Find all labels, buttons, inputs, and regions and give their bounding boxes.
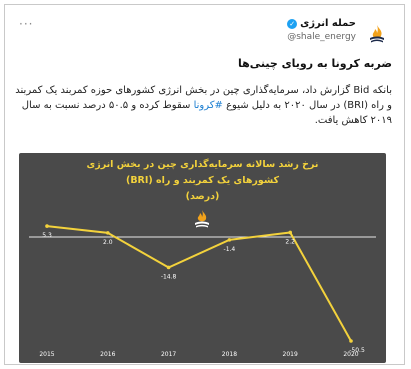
- more-options-icon[interactable]: ···: [19, 17, 34, 31]
- tweet-body-part-2: سقوط کرده و ۵۰.۵ درصد نسبت به سال ۲۰۱۹ ک…: [21, 100, 392, 126]
- data-point: [106, 231, 110, 235]
- tweet-card: ··· حمله انرژی ✓ @shale_energy ضربه کرون…: [4, 4, 405, 365]
- account-name-row[interactable]: حمله انرژی ✓: [287, 18, 356, 29]
- account-handle[interactable]: @shale_energy: [287, 32, 356, 42]
- account-name: حمله انرژی: [300, 18, 356, 29]
- chart-image[interactable]: نرخ رشد سالانه سرمایه‌گذاری چین در بخش ا…: [19, 153, 386, 363]
- avatar[interactable]: [364, 21, 390, 47]
- data-label: -14.8: [161, 273, 177, 280]
- data-label: 5.3: [42, 232, 52, 239]
- data-label: -50.5: [349, 347, 365, 354]
- x-tick-label: 2017: [161, 351, 176, 358]
- x-tick-label: 2016: [100, 351, 115, 358]
- tweet-headline: ضربه کرونا به رویای چینی‌ها: [237, 57, 392, 70]
- x-tick-label: 2020: [343, 351, 358, 358]
- hashtag-link[interactable]: #کرونا: [193, 100, 223, 111]
- chart-title-line-1: نرخ رشد سالانه سرمایه‌گذاری چین در بخش ا…: [86, 159, 319, 170]
- data-label: 2.0: [103, 239, 113, 246]
- chart-logo-icon: [195, 210, 209, 228]
- chart-title-line-3: (درصد): [185, 191, 220, 202]
- line-chart-plot: 5.3 2015 2.0 2016 -14.8 2017 -1.4 2018 2.2 2019 -5…: [29, 224, 376, 358]
- x-tick-label: 2015: [39, 351, 54, 358]
- data-point: [227, 238, 232, 242]
- data-point: [288, 230, 293, 235]
- series-line: [46, 225, 352, 342]
- chart-title-line-2: کشورهای یک کمربند و راه (BRI): [125, 175, 280, 186]
- verified-badge-icon: ✓: [287, 18, 298, 29]
- x-tick-label: 2019: [283, 351, 298, 358]
- data-point: [45, 224, 49, 228]
- data-point: [166, 265, 171, 270]
- tweet-body: بانکه Bid گزارش داد، سرمایه‌گذاری چین در…: [12, 83, 392, 128]
- data-point: [349, 339, 353, 343]
- data-label: -1.4: [224, 246, 236, 253]
- tweet-body-part-1: بانکه Bid گزارش داد، سرمایه‌گذاری چین در…: [15, 85, 392, 111]
- flame-logo-icon: [370, 25, 384, 43]
- x-tick-label: 2018: [222, 351, 237, 358]
- data-label: 2.2: [285, 238, 295, 245]
